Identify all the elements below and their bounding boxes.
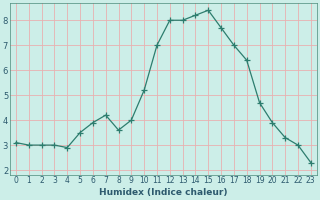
X-axis label: Humidex (Indice chaleur): Humidex (Indice chaleur) <box>99 188 228 197</box>
